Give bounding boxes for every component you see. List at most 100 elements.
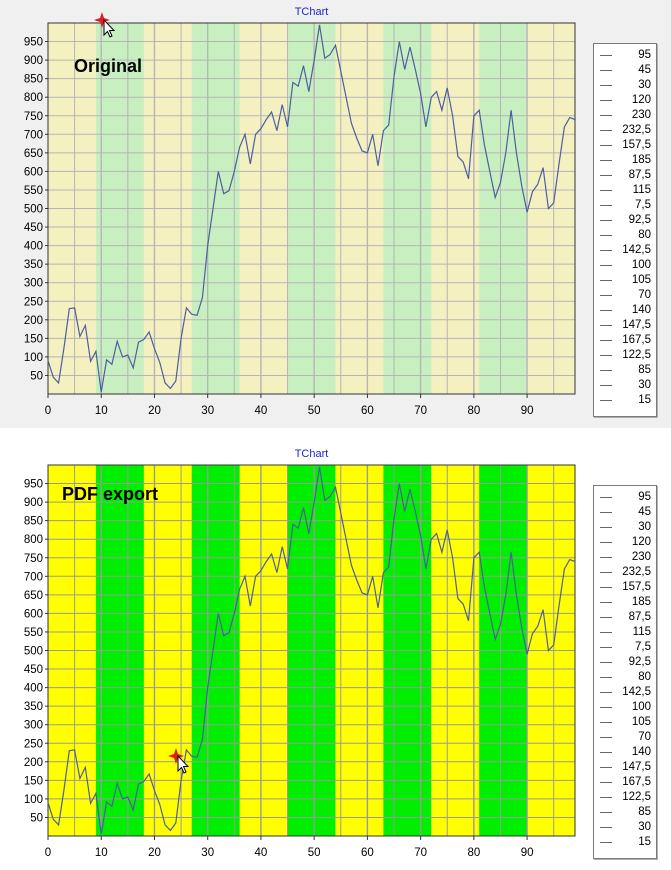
legend-swatch <box>600 722 612 723</box>
legend-item: 122,5 <box>594 790 656 805</box>
legend-item: 92,5 <box>594 213 656 228</box>
legend-label: 15 <box>638 836 651 848</box>
legend-swatch <box>600 827 612 828</box>
series-line <box>47 466 576 835</box>
legend-swatch <box>600 842 612 843</box>
y-tick-label: 800 <box>24 92 43 104</box>
legend-swatch <box>600 527 612 528</box>
legend-swatch <box>600 220 612 221</box>
legend-swatch <box>600 707 612 708</box>
mouse-pointer-icon <box>168 748 190 774</box>
legend-swatch <box>600 512 612 513</box>
chart-title: TChart <box>295 448 329 460</box>
legend-label: 30 <box>638 379 651 391</box>
legend-label: 105 <box>631 274 651 286</box>
y-tick-label: 50 <box>30 812 43 824</box>
y-tick-label: 450 <box>24 664 43 676</box>
legend-label: 185 <box>631 154 651 166</box>
y-tick-label: 550 <box>24 627 43 639</box>
legend-label: 45 <box>638 506 651 518</box>
x-tick-label: 10 <box>95 405 108 417</box>
series-line <box>47 24 576 393</box>
legend-swatch <box>600 400 612 401</box>
legend-swatch <box>600 130 612 131</box>
cursor-arrow <box>177 754 190 774</box>
legend-swatch <box>600 295 612 296</box>
y-tick-label: 200 <box>24 315 43 327</box>
legend-label: 92,5 <box>628 656 651 668</box>
y-tick-label: 200 <box>24 757 43 769</box>
legend-label: 80 <box>638 671 651 683</box>
legend-label: 95 <box>638 491 651 503</box>
legend-swatch <box>600 280 612 281</box>
legend-swatch <box>600 205 612 206</box>
legend-label: 7,5 <box>635 641 651 653</box>
legend-swatch <box>600 737 612 738</box>
y-tick-label: 650 <box>24 590 43 602</box>
legend-item: 147,5 <box>594 760 656 775</box>
legend-item: 115 <box>594 625 656 640</box>
legend-label: 45 <box>638 64 651 76</box>
legend-label: 157,5 <box>622 581 651 593</box>
legend-item: 105 <box>594 715 656 730</box>
legend-item: 30 <box>594 378 656 393</box>
legend-swatch <box>600 355 612 356</box>
legend-label: 157,5 <box>622 139 651 151</box>
y-tick-label: 450 <box>24 222 43 234</box>
legend-swatch <box>600 310 612 311</box>
chart-panel-pdf-export: TChart 50 100 150 200 250 300 350 400 450 500 550 60… <box>0 442 671 870</box>
x-tick-label: 70 <box>414 847 427 859</box>
legend-label: 87,5 <box>628 169 651 181</box>
legend-item: 167,5 <box>594 333 656 348</box>
legend-label: 100 <box>631 259 651 271</box>
chart-svg-original: TChart5010015020025030035040045050055060… <box>24 6 576 417</box>
legend-swatch <box>600 370 612 371</box>
chart-label: Original <box>74 56 142 76</box>
x-tick-label: 50 <box>308 405 321 417</box>
legend-item: 230 <box>594 550 656 565</box>
y-tick-label: 350 <box>24 701 43 713</box>
legend-item: 100 <box>594 700 656 715</box>
legend-label: 80 <box>638 229 651 241</box>
y-tick-label: 900 <box>24 497 43 509</box>
x-tick-label: 30 <box>201 405 214 417</box>
x-tick-label: 40 <box>255 405 268 417</box>
legend-swatch <box>600 647 612 648</box>
x-tick-label: 0 <box>45 405 51 417</box>
legend-swatch <box>600 632 612 633</box>
y-tick-label: 650 <box>24 148 43 160</box>
legend-item: 115 <box>594 183 656 198</box>
legend-swatch <box>600 55 612 56</box>
y-tick-label: 300 <box>24 278 43 290</box>
legend-label: 185 <box>631 596 651 608</box>
legend-item: 95 <box>594 490 656 505</box>
legend-label: 167,5 <box>622 334 651 346</box>
y-tick-label: 100 <box>24 352 43 364</box>
legend-item: 15 <box>594 835 656 850</box>
x-tick-label: 60 <box>361 847 374 859</box>
legend-item: 185 <box>594 153 656 168</box>
legend-item: 185 <box>594 595 656 610</box>
legend-item: 87,5 <box>594 610 656 625</box>
y-tick-label: 500 <box>24 646 43 658</box>
mouse-pointer-icon <box>94 12 116 38</box>
legend-item: 7,5 <box>594 640 656 655</box>
legend-item: 15 <box>594 393 656 408</box>
legend-swatch <box>600 692 612 693</box>
x-tick-label: 80 <box>467 847 480 859</box>
y-tick-label: 300 <box>24 720 43 732</box>
legend-swatch <box>600 767 612 768</box>
y-tick-label: 150 <box>24 775 43 787</box>
legend-swatch <box>600 250 612 251</box>
legend-box: 95 45 30 120 230 232,5 157,5 185 87,5 115 7,5 92,5 8… <box>593 485 657 859</box>
chart-svg-pdf-export: TChart5010015020025030035040045050055060… <box>24 448 576 859</box>
y-tick-label: 700 <box>24 571 43 583</box>
legend-item: 232,5 <box>594 123 656 138</box>
y-tick-label: 800 <box>24 534 43 546</box>
y-tick-label: 750 <box>24 111 43 123</box>
legend-label: 87,5 <box>628 611 651 623</box>
legend-item: 92,5 <box>594 655 656 670</box>
y-tick-label: 100 <box>24 794 43 806</box>
legend-item: 85 <box>594 805 656 820</box>
legend-swatch <box>600 782 612 783</box>
